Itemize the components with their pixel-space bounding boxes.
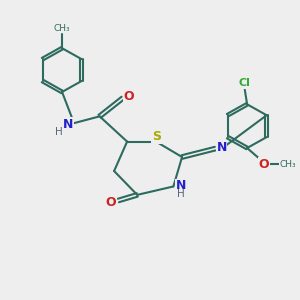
Text: S: S [152,130,161,143]
Text: CH₃: CH₃ [54,23,70,32]
Text: H: H [177,189,185,199]
Text: N: N [63,118,74,131]
Text: O: O [105,196,116,209]
Text: H: H [55,127,63,137]
Text: CH₃: CH₃ [280,160,296,169]
Text: N: N [217,141,227,154]
Text: O: O [259,158,269,171]
Text: N: N [176,179,186,192]
Text: O: O [124,90,134,103]
Text: Cl: Cl [238,78,250,88]
